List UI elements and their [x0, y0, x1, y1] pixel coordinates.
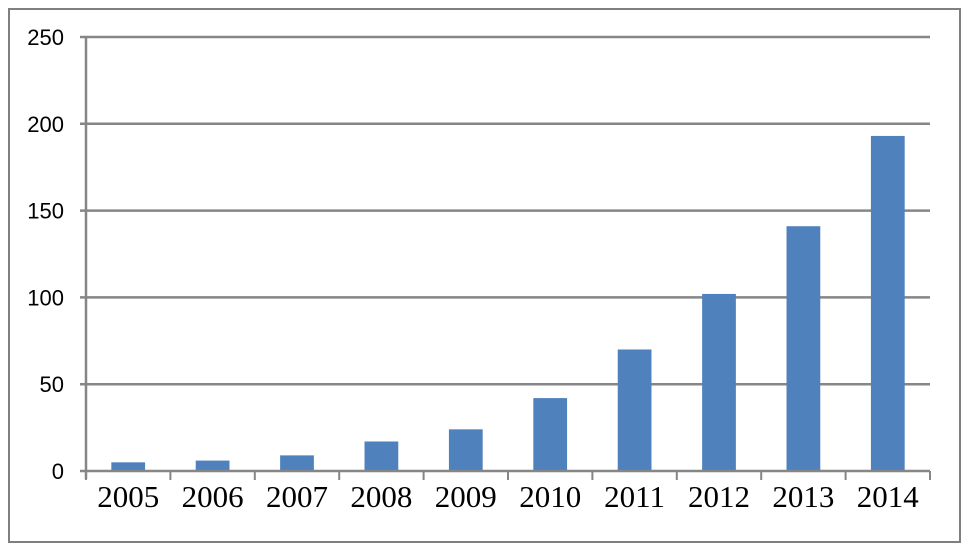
x-tick-label: 2013: [772, 479, 834, 514]
bar-2008: [364, 441, 399, 471]
bar-2013: [786, 226, 821, 471]
y-tick-label: 250: [27, 25, 64, 50]
bar-2011: [617, 349, 652, 471]
y-tick-label: 100: [27, 285, 64, 310]
bar-2010: [533, 398, 568, 471]
bar-2012: [702, 293, 736, 471]
x-tick-label: 2005: [97, 479, 159, 514]
x-tick-label: 2014: [857, 479, 920, 514]
x-tick-label: 2011: [604, 479, 665, 514]
bar-2007: [280, 455, 314, 471]
x-tick-label: 2012: [688, 479, 750, 514]
y-tick-label: 0: [52, 459, 64, 484]
y-tick-label: 200: [27, 112, 64, 137]
y-tick-label: 150: [27, 199, 64, 224]
bars: [111, 135, 905, 471]
x-tick-label: 2008: [350, 479, 412, 514]
x-tick-label: 2006: [182, 479, 244, 514]
bar-2014: [870, 135, 905, 471]
y-tick-label: 50: [40, 372, 64, 397]
axes: [80, 37, 931, 480]
x-tick-label: 2009: [435, 479, 497, 514]
tick-labels: 0 50 100 150 200 250 2005 2006 2007 2008 2009 2010 2…: [27, 25, 919, 514]
bar-2005: [111, 462, 146, 471]
bar-2009: [448, 429, 483, 471]
bar-2006: [195, 460, 230, 471]
x-tick-label: 2007: [266, 479, 328, 514]
x-tick-label: 2010: [519, 479, 581, 514]
